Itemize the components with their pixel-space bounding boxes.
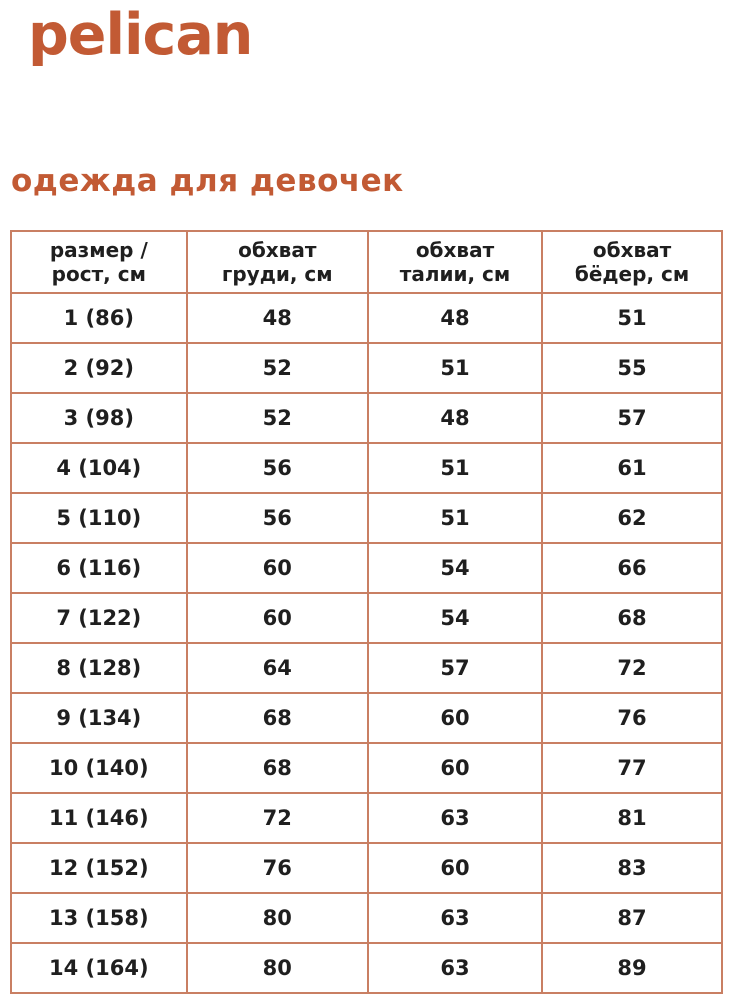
column-header: обхват бёдер, см xyxy=(541,230,723,294)
table-row: 2 (92) 52 51 55 xyxy=(10,342,723,394)
table-cell: 66 xyxy=(541,542,723,594)
column-header: обхват груди, см xyxy=(185,230,369,294)
table-cell: 12 (152) xyxy=(10,842,188,894)
table-row: 5 (110) 56 51 62 xyxy=(10,492,723,544)
table-cell: 14 (164) xyxy=(10,942,188,994)
size-table-header: размер / рост, см обхват груди, см обхват … xyxy=(10,230,723,294)
table-cell: 51 xyxy=(366,442,544,494)
table-cell: 54 xyxy=(366,542,544,594)
column-header: обхват талии, см xyxy=(366,230,544,294)
table-row: 12 (152) 76 60 83 xyxy=(10,842,723,894)
table-cell: 11 (146) xyxy=(10,792,188,844)
table-cell: 64 xyxy=(185,642,369,694)
table-cell: 10 (140) xyxy=(10,742,188,794)
table-row: 9 (134) 68 60 76 xyxy=(10,692,723,744)
table-cell: 4 (104) xyxy=(10,442,188,494)
table-cell: 57 xyxy=(541,392,723,444)
table-row: 6 (116) 60 54 66 xyxy=(10,542,723,594)
table-row: 3 (98) 52 48 57 xyxy=(10,392,723,444)
size-table-body: 1 (86) 48 48 51 2 (92) 52 51 55 3 (98) 52 48 57 4 (1… xyxy=(10,292,723,994)
table-cell: 8 (128) xyxy=(10,642,188,694)
table-cell: 62 xyxy=(541,492,723,544)
table-cell: 48 xyxy=(185,292,369,344)
table-cell: 76 xyxy=(185,842,369,894)
table-cell: 52 xyxy=(185,392,369,444)
table-cell: 83 xyxy=(541,842,723,894)
table-cell: 48 xyxy=(366,292,544,344)
brand-logo: pelican xyxy=(28,2,253,68)
table-row: 1 (86) 48 48 51 xyxy=(10,292,723,344)
table-cell: 13 (158) xyxy=(10,892,188,944)
table-cell: 3 (98) xyxy=(10,392,188,444)
table-cell: 9 (134) xyxy=(10,692,188,744)
table-cell: 56 xyxy=(185,442,369,494)
table-row: 14 (164) 80 63 89 xyxy=(10,942,723,994)
table-cell: 55 xyxy=(541,342,723,394)
table-cell: 80 xyxy=(185,942,369,994)
table-cell: 61 xyxy=(541,442,723,494)
table-row: 11 (146) 72 63 81 xyxy=(10,792,723,844)
table-cell: 51 xyxy=(366,342,544,394)
table-cell: 81 xyxy=(541,792,723,844)
table-cell: 51 xyxy=(366,492,544,544)
table-cell: 68 xyxy=(185,742,369,794)
table-cell: 68 xyxy=(541,592,723,644)
table-row: 7 (122) 60 54 68 xyxy=(10,592,723,644)
table-row: 13 (158) 80 63 87 xyxy=(10,892,723,944)
table-cell: 63 xyxy=(366,792,544,844)
table-row: 4 (104) 56 51 61 xyxy=(10,442,723,494)
table-cell: 72 xyxy=(185,792,369,844)
page-title: одежда для девочек xyxy=(11,163,404,199)
table-cell: 87 xyxy=(541,892,723,944)
table-cell: 72 xyxy=(541,642,723,694)
table-cell: 56 xyxy=(185,492,369,544)
size-table: размер / рост, см обхват груди, см обхват … xyxy=(10,230,723,994)
table-cell: 60 xyxy=(366,842,544,894)
header-row: размер / рост, см обхват груди, см обхват … xyxy=(10,230,723,294)
table-row: 8 (128) 64 57 72 xyxy=(10,642,723,694)
table-cell: 51 xyxy=(541,292,723,344)
table-cell: 57 xyxy=(366,642,544,694)
table-cell: 7 (122) xyxy=(10,592,188,644)
table-cell: 54 xyxy=(366,592,544,644)
table-cell: 6 (116) xyxy=(10,542,188,594)
table-cell: 77 xyxy=(541,742,723,794)
table-cell: 63 xyxy=(366,942,544,994)
table-cell: 60 xyxy=(185,592,369,644)
table-cell: 48 xyxy=(366,392,544,444)
table-cell: 60 xyxy=(185,542,369,594)
table-cell: 1 (86) xyxy=(10,292,188,344)
table-cell: 68 xyxy=(185,692,369,744)
table-cell: 80 xyxy=(185,892,369,944)
table-cell: 63 xyxy=(366,892,544,944)
table-cell: 60 xyxy=(366,692,544,744)
table-cell: 89 xyxy=(541,942,723,994)
table-cell: 2 (92) xyxy=(10,342,188,394)
table-cell: 60 xyxy=(366,742,544,794)
table-row: 10 (140) 68 60 77 xyxy=(10,742,723,794)
table-cell: 52 xyxy=(185,342,369,394)
column-header: размер / рост, см xyxy=(10,230,188,294)
table-cell: 5 (110) xyxy=(10,492,188,544)
table-cell: 76 xyxy=(541,692,723,744)
